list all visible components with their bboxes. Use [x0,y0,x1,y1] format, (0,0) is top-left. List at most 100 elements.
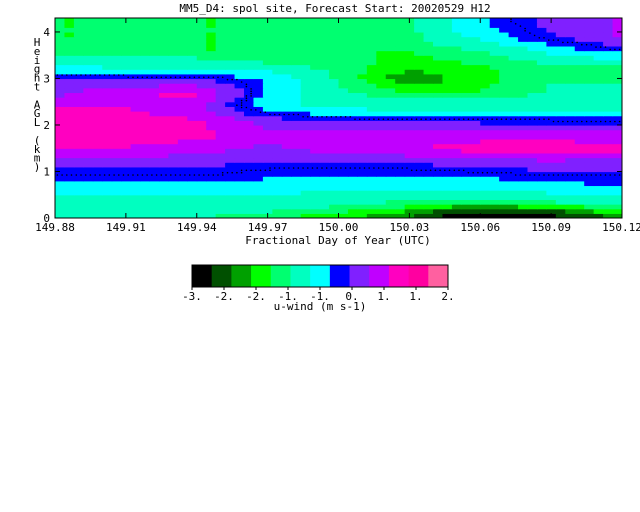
heatmap-cell [196,124,207,131]
heatmap-cell [555,22,566,28]
contour-dot [392,167,394,169]
heatmap-cell [565,55,576,61]
heatmap-cell [92,185,103,191]
heatmap-cell [338,97,349,103]
heatmap-cell [536,78,547,84]
heatmap-cell [140,87,151,94]
heatmap-cell [92,157,103,163]
heatmap-cell [527,180,538,187]
heatmap-cell [225,124,236,131]
heatmap-cell [196,36,207,42]
heatmap-cell [272,162,283,168]
heatmap-cell [281,148,292,154]
heatmap-cell [291,204,302,210]
heatmap-cell [111,78,122,84]
heatmap-cell [319,148,330,154]
heatmap-cell [187,148,198,154]
contour-dot [278,113,281,116]
heatmap-cell [64,171,75,177]
contour-dot [75,74,78,76]
heatmap-cell [518,87,529,94]
contour-dot [174,174,177,176]
heatmap-cell [168,199,179,205]
heatmap-cell [319,171,330,177]
heatmap-cell [385,22,396,28]
heatmap-cell [461,157,472,163]
heatmap-cell [414,22,425,28]
heatmap-cell [177,78,188,84]
heatmap-cell [338,59,349,66]
heatmap-cell [385,166,396,173]
heatmap-cell [423,45,434,52]
heatmap-cell [225,36,236,42]
heatmap-cell [527,185,538,191]
heatmap-cell [73,69,84,75]
contour-dot [429,118,432,120]
heatmap-cell [584,18,595,24]
heatmap-cell [310,36,321,42]
heatmap-cell [83,83,94,89]
heatmap-cell [518,166,529,173]
heatmap-cell [73,22,84,28]
contour-dot [103,74,106,76]
heatmap-cell [121,152,132,159]
colorbar-swatch [310,265,331,287]
heatmap-cell [329,199,340,205]
contour-dot [141,76,144,79]
heatmap-cell [300,185,311,191]
heatmap-cell [612,138,622,145]
heatmap-cell [225,208,236,214]
heatmap-cell [55,176,66,182]
heatmap-cell [555,41,566,47]
heatmap-cell [470,148,481,154]
heatmap-cell [395,176,406,182]
contour-dot [496,118,498,120]
heatmap-cell [300,166,311,173]
heatmap-cell [565,124,576,131]
heatmap-cell [593,41,604,47]
heatmap-cell [262,124,273,131]
heatmap-cell [149,115,160,121]
contour-dot [132,174,134,176]
colorbar-tick-label: 1. [377,290,390,303]
heatmap-cell [111,22,122,28]
heatmap-cell [73,134,84,140]
heatmap-cell [499,55,510,61]
heatmap-cell [414,152,425,159]
heatmap-cell [376,190,387,196]
heatmap-cell [291,180,302,187]
heatmap-cell [612,204,622,210]
heatmap-cell [158,45,169,52]
heatmap-cell [489,157,500,163]
contour-dot [387,167,389,169]
heatmap-cell [206,166,217,173]
heatmap-cell [499,176,510,182]
heatmap-cell [499,83,510,89]
heatmap-cell [357,208,368,214]
heatmap-cell [546,50,557,56]
heatmap-cell [593,171,604,177]
contour-dot [344,116,347,118]
heatmap-cell [149,78,160,84]
heatmap-cell [215,138,226,145]
heatmap-cell [215,78,226,84]
heatmap-cell [357,73,368,80]
heatmap-cell [414,111,425,117]
heatmap-cell [347,162,358,168]
heatmap-cell [404,176,415,182]
heatmap-cell [253,101,264,107]
heatmap-cell [584,162,595,168]
heatmap-cell [357,152,368,159]
heatmap-cell [130,185,141,191]
heatmap-cell [281,162,292,168]
heatmap-cell [111,176,122,182]
heatmap-cell [111,166,122,173]
heatmap-cell [565,27,576,33]
heatmap-cell [291,111,302,117]
heatmap-cell [130,106,141,112]
heatmap-cell [187,101,198,107]
contour-dot [462,169,465,172]
heatmap-cell [442,18,453,24]
contour-dot [406,118,408,120]
heatmap-cell [357,157,368,163]
